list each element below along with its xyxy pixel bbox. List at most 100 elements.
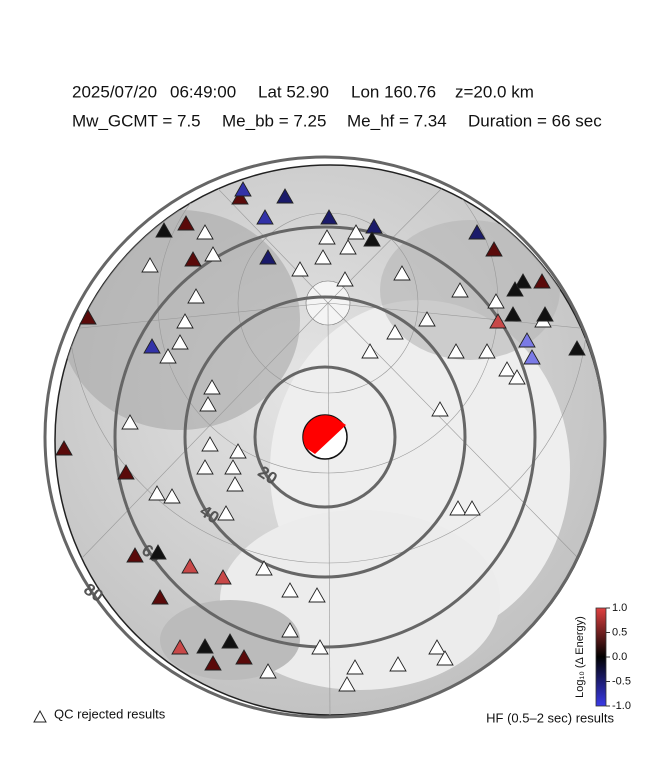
colorbar-tick-label: 1.0: [612, 602, 627, 614]
colorbar-tick-label: 0.5: [612, 626, 627, 638]
distance-ring: [113, 225, 537, 649]
station: [203, 379, 221, 395]
mw-gcmt: Mw_GCMT = 7.5: [72, 111, 201, 130]
station: [487, 293, 505, 309]
station: [255, 560, 273, 576]
station: [318, 229, 336, 245]
distance-ring: [183, 295, 467, 579]
station: [418, 311, 436, 327]
station: [320, 209, 338, 225]
station: [346, 659, 364, 675]
hf-legend: HF (0.5–2 sec) results: [486, 710, 614, 725]
station: [533, 273, 551, 289]
station: [221, 633, 239, 649]
station: [176, 313, 194, 329]
station: [498, 361, 516, 377]
station: [506, 281, 524, 297]
station: [463, 500, 481, 516]
station: [508, 369, 526, 385]
station: [259, 663, 277, 679]
station: [281, 582, 299, 598]
station: [259, 249, 277, 265]
distance-ring: [253, 365, 397, 509]
time: 06:49:00: [170, 82, 236, 101]
station: [171, 334, 189, 350]
station: [117, 464, 135, 480]
station: [523, 349, 541, 365]
me-bb: Me_bb = 7.25: [222, 111, 326, 130]
station: [365, 218, 383, 234]
longitude: Lon 160.76: [351, 82, 436, 101]
station: [149, 544, 167, 560]
station: [181, 558, 199, 574]
station: [311, 639, 329, 655]
station: [478, 343, 496, 359]
station: [536, 306, 554, 322]
station: [518, 332, 536, 348]
station: [447, 343, 465, 359]
station: [389, 656, 407, 672]
depth: z=20.0 km: [455, 82, 534, 101]
station: [281, 622, 299, 638]
station: [568, 340, 586, 356]
station: [143, 338, 161, 354]
station: [151, 589, 169, 605]
station: [155, 222, 173, 238]
station: [363, 231, 381, 247]
station: [235, 649, 253, 665]
qc-legend: QC rejected results: [54, 706, 166, 721]
station: [336, 271, 354, 287]
station: [504, 306, 522, 322]
station: [361, 343, 379, 359]
date: 2025/07/20: [72, 82, 157, 101]
station: [177, 215, 195, 231]
station: [347, 224, 365, 240]
qc-symbol: [33, 709, 47, 723]
header: 2025/07/20 06:49:00 Lat 52.90 Lon 160.76…: [72, 82, 602, 130]
station: [393, 265, 411, 281]
stations: [55, 181, 586, 692]
station: [217, 505, 235, 521]
distance-ring: [43, 155, 607, 719]
station: [163, 488, 181, 504]
station: [187, 288, 205, 304]
station: [204, 246, 222, 262]
station: [256, 209, 274, 225]
station: [196, 459, 214, 475]
station: [449, 500, 467, 516]
station: [79, 309, 97, 325]
station: [126, 547, 144, 563]
station: [159, 348, 177, 364]
station: [338, 676, 356, 692]
station: [148, 485, 166, 501]
station: [489, 313, 507, 329]
colorbar-tick-label: -0.5: [612, 675, 631, 687]
station: [386, 324, 404, 340]
station: [234, 181, 252, 197]
station: [436, 650, 454, 666]
station: [204, 655, 222, 671]
station: [201, 436, 219, 452]
station: [291, 261, 309, 277]
station: [231, 189, 249, 205]
colorbar-label: Log₁₀ (Δ Energy): [574, 616, 586, 698]
station: [451, 282, 469, 298]
station: [514, 273, 532, 289]
station: [229, 443, 247, 459]
station: [214, 569, 232, 585]
station: [314, 249, 332, 265]
station: [308, 587, 326, 603]
me-hf: Me_hf = 7.34: [347, 111, 447, 130]
colorbar-ramp: [595, 607, 607, 707]
station: [226, 476, 244, 492]
station: [55, 440, 73, 456]
latitude: Lat 52.90: [258, 82, 329, 101]
station: [485, 241, 503, 257]
station: [196, 224, 214, 240]
station: [224, 459, 242, 475]
duration: Duration = 66 sec: [468, 111, 602, 130]
station: [199, 396, 217, 412]
station: [468, 224, 486, 240]
terrain: [59, 165, 601, 715]
